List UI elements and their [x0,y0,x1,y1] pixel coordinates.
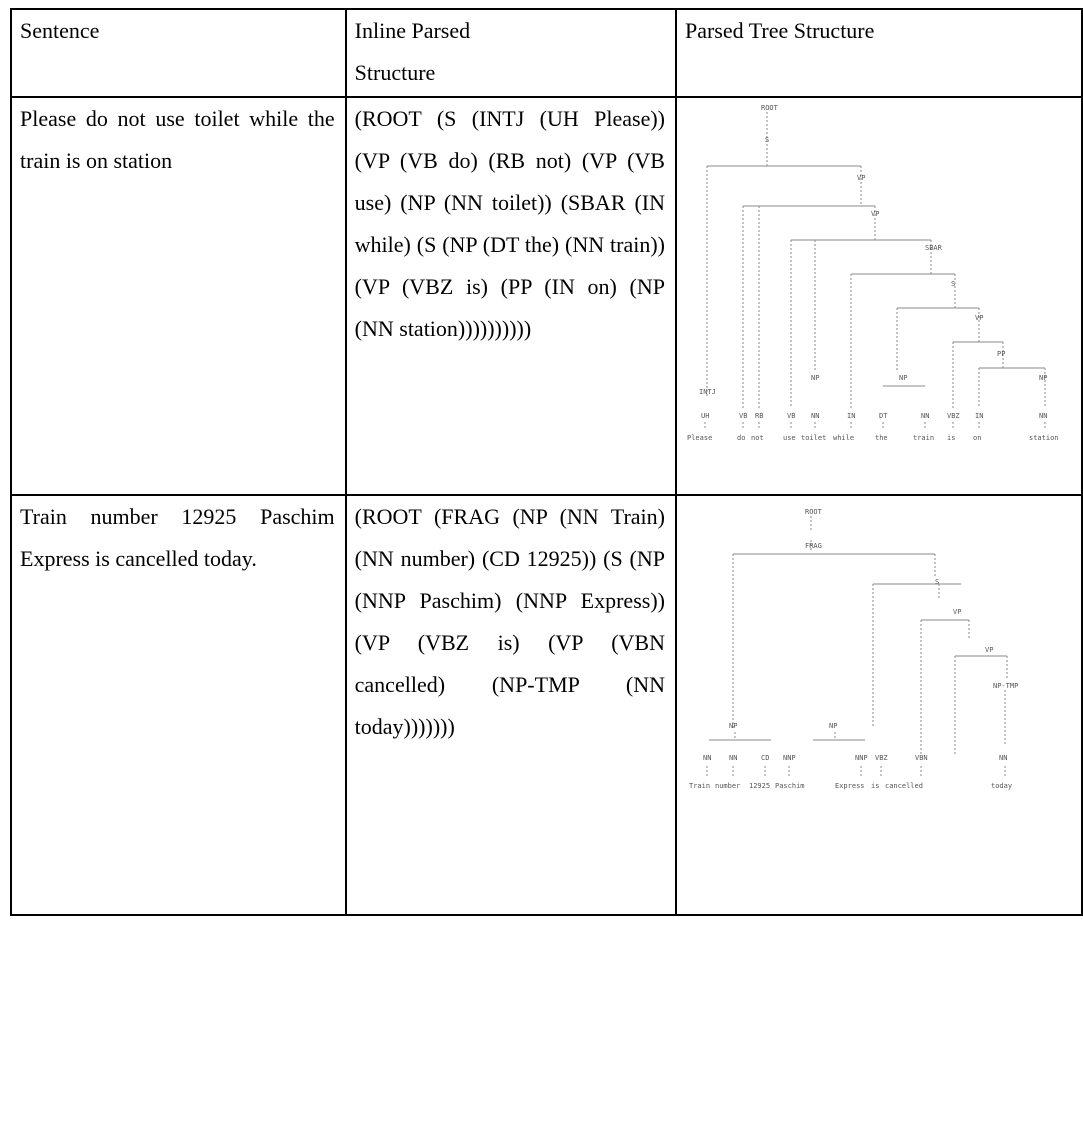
tree-tag: NNP [783,754,796,762]
tree-node: ROOT [805,508,823,516]
tree-tag: VBZ [947,412,960,420]
header-inline-line1: Inline Parsed [354,18,471,43]
tree-word: Paschim [775,782,805,790]
tree-node: VP [975,314,983,322]
header-tree-label: Parsed Tree Structure [684,18,875,43]
tree-node: VP [953,608,961,616]
row2-parse-tree-image: ROOT FRAG S VP VP NP-TMP NP NP NN NN CD … [689,508,1018,790]
row1-parse-tree-image: ROOT S VP VP SBAR S VP PP INTJ NP NP NP … [687,104,1059,442]
tree-node: VP [857,174,865,182]
parse-table: Sentence Inline Parsed Structure Parsed … [10,8,1083,916]
tree-node: ROOT [761,104,779,112]
tree-word: while [833,434,854,442]
tree-node: NP [899,374,907,382]
tree-word: not [751,434,764,442]
tree-word: do [737,434,745,442]
tree-word: 12925 [749,782,770,790]
tree-word: Please [687,434,712,442]
tree-tag: NN [1039,412,1047,420]
row1-inline: (ROOT (S (INTJ (UH Please)) (VP (VB do) … [344,96,677,496]
tree-word: station [1029,434,1059,442]
tree-node: NP [829,722,837,730]
tree-tag: IN [975,412,983,420]
header-row: Sentence Inline Parsed Structure Parsed … [10,8,1083,98]
header-sentence: Sentence [10,8,347,98]
tree-word: the [875,434,888,442]
tree-word: cancelled [885,782,923,790]
header-inline: Inline Parsed Structure [344,8,677,98]
tree-node: INTJ [699,388,716,396]
tree-tag: IN [847,412,855,420]
tree-node: NP [1039,374,1047,382]
row2-inline: (ROOT (FRAG (NP (NN Train) (NN number) (… [344,494,677,916]
tree-tag: VBN [915,754,928,762]
tree-node: S [935,578,939,586]
tree-tag: VB [787,412,795,420]
tree-tag: NNP [855,754,868,762]
header-sentence-label: Sentence [20,18,100,43]
tree-tag: DT [879,412,888,420]
tree-word: Express [835,782,865,790]
tree-node: NP [729,722,737,730]
tree-node: FRAG [805,542,822,550]
tree-node: NP-TMP [993,682,1018,690]
tree-tag: VB [739,412,747,420]
tree-tag: NN [729,754,737,762]
header-tree: Parsed Tree Structure [674,8,1083,98]
tree-tag: NN [703,754,711,762]
tree-tag: UH [701,412,709,420]
tree-word: Train [689,782,710,790]
tree-tag: RB [755,412,763,420]
tree-node: SBAR [925,244,943,252]
tree-node: NP [811,374,819,382]
row1-sentence: Please do not use toilet while the train… [10,96,347,496]
tree-word: on [973,434,981,442]
header-inline-line2: Structure [354,60,436,85]
tree-word: use [783,434,796,442]
row1-tree-cell: ROOT S VP VP SBAR S VP PP INTJ NP NP NP … [674,96,1083,496]
tree-tag: NN [999,754,1007,762]
table-row: Please do not use toilet while the train… [10,96,1083,496]
tree-tag: VBZ [875,754,888,762]
tree-word: toilet [801,434,826,442]
tree-node: VP [985,646,993,654]
row2-sentence: Train number 12925 Paschim Express is ca… [10,494,347,916]
tree-word: today [991,782,1012,790]
row2-tree-cell: ROOT FRAG S VP VP NP-TMP NP NP NN NN CD … [674,494,1083,916]
tree-word: is [871,782,879,790]
table-row: Train number 12925 Paschim Express is ca… [10,494,1083,916]
tree-tag: NN [921,412,929,420]
tree-node: S [951,280,955,288]
tree-word: is [947,434,955,442]
tree-node: VP [871,210,879,218]
tree-tag: CD [761,754,769,762]
tree-node: PP [997,350,1005,358]
tree-node: S [765,136,769,144]
tree-tag: NN [811,412,819,420]
tree-word: train [913,434,934,442]
tree-word: number [715,782,740,790]
